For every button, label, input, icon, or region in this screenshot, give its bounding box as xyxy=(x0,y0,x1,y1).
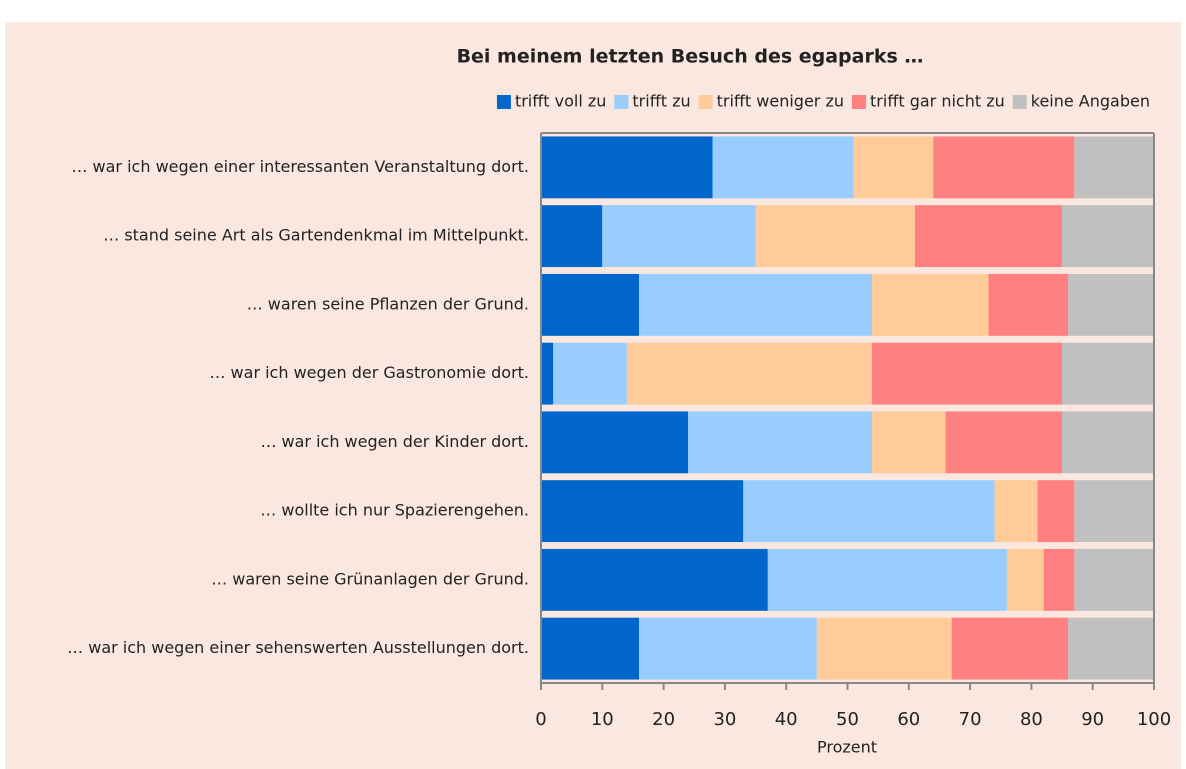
y-tick-label: … waren seine Grünanlagen der Grund. xyxy=(211,569,529,588)
bar-segment xyxy=(994,480,1038,543)
bar-segment xyxy=(1068,273,1154,336)
bar-segment xyxy=(816,617,952,680)
bar-segment xyxy=(541,480,744,543)
bar-segment xyxy=(1074,136,1154,199)
bar-segment xyxy=(1074,480,1154,543)
bar-segment xyxy=(553,342,627,405)
legend-label: trifft weniger zu xyxy=(717,92,844,111)
bar-segment xyxy=(767,548,1007,611)
bar-segment xyxy=(1006,548,1044,611)
bar-segment xyxy=(1068,617,1154,680)
bar-segment xyxy=(1043,548,1075,611)
y-tick-label: … war ich wegen einer interessanten Vera… xyxy=(71,157,529,176)
legend-label: trifft zu xyxy=(632,92,690,111)
legend-swatch xyxy=(852,95,867,109)
x-tick-label: 20 xyxy=(652,709,675,730)
legend-label: keine Angaben xyxy=(1031,92,1150,111)
y-tick-label: … waren seine Pflanzen der Grund. xyxy=(247,294,529,313)
legend-swatch xyxy=(614,95,629,109)
bar-segment xyxy=(639,617,817,680)
x-tick-label: 60 xyxy=(897,709,920,730)
bar-segment xyxy=(914,205,1063,268)
bar-segment xyxy=(688,411,873,474)
y-tick-label: … stand seine Art als Gartendenkmal im M… xyxy=(103,226,529,245)
x-axis-label: Prozent xyxy=(817,738,877,757)
bar-segment xyxy=(743,480,995,543)
bar-segment xyxy=(1062,411,1154,474)
bar-segment xyxy=(872,411,946,474)
bar-segment xyxy=(712,136,854,199)
bar-segment xyxy=(541,136,713,199)
x-tick-label: 100 xyxy=(1137,709,1171,730)
bar-segment xyxy=(951,617,1069,680)
bar-segment xyxy=(541,411,689,474)
legend-label: trifft voll zu xyxy=(515,92,606,111)
legend-swatch xyxy=(496,95,511,109)
bar-segment xyxy=(541,342,554,405)
legend-label: trifft gar nicht zu xyxy=(870,92,1005,111)
bar-segment xyxy=(639,273,873,336)
bar-segment xyxy=(872,342,1063,405)
y-tick-label: … war ich wegen der Kinder dort. xyxy=(260,432,529,451)
bar-segment xyxy=(541,617,640,680)
chart-title: Bei meinem letzten Besuch des egaparks … xyxy=(457,46,924,68)
bar-segment xyxy=(1074,548,1154,611)
bar-segment xyxy=(872,273,989,336)
bar-segment xyxy=(1037,480,1075,543)
x-tick-label: 70 xyxy=(959,709,982,730)
bar-segment xyxy=(1062,342,1154,405)
bar-segment xyxy=(541,273,640,336)
bar-segment xyxy=(755,205,915,268)
bar-segment xyxy=(988,273,1069,336)
legend-swatch xyxy=(698,95,713,109)
x-tick-label: 30 xyxy=(713,709,736,730)
legend-swatch xyxy=(1012,95,1027,109)
y-tick-label: … war ich wegen der Gastronomie dort. xyxy=(209,363,529,382)
bar-segment xyxy=(1062,205,1154,268)
x-tick-label: 10 xyxy=(591,709,614,730)
bar-segment xyxy=(853,136,934,199)
bar-segment xyxy=(541,548,768,611)
bar-segment xyxy=(626,342,873,405)
x-tick-label: 90 xyxy=(1081,709,1104,730)
bar-segment xyxy=(602,205,756,268)
bar-segment xyxy=(933,136,1075,199)
x-tick-label: 50 xyxy=(836,709,859,730)
x-tick-label: 80 xyxy=(1020,709,1043,730)
y-tick-label: … war ich wegen einer sehenswerten Ausst… xyxy=(67,638,529,657)
bar-segment xyxy=(541,205,603,268)
y-tick-label: … wollte ich nur Spazierengehen. xyxy=(260,501,529,520)
bar-segment xyxy=(945,411,1063,474)
x-tick-label: 40 xyxy=(775,709,798,730)
x-tick-label: 0 xyxy=(535,709,546,730)
